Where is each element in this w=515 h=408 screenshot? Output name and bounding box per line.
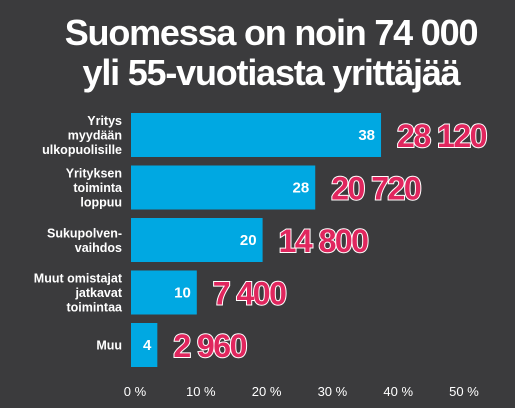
x-tick-label: 50 % [449, 384, 479, 399]
category-label: toimintaa [66, 301, 123, 315]
bar-value-label: 10 [174, 285, 191, 302]
bar-count-label: 14 800 [279, 223, 369, 259]
category-label: Sukupolven- [47, 226, 122, 240]
category-label: myydään [68, 129, 122, 143]
category-label: Muu [96, 339, 122, 353]
bar-count-label: 20 720 [331, 171, 421, 207]
category-label: ulkopuolisille [42, 143, 122, 157]
category-label: jatkavat [74, 286, 122, 300]
bar-value-label: 20 [240, 232, 257, 249]
bar [131, 218, 263, 262]
bar-count-label: 2 960 [173, 328, 246, 364]
bar [131, 165, 316, 210]
bar-count-label: 28 120 [397, 118, 487, 154]
category-label: loppuu [80, 196, 122, 210]
bar-value-label: 38 [358, 127, 375, 144]
x-tick-label: 30 % [318, 384, 348, 399]
bar [131, 323, 158, 367]
category-label: vaihdos [75, 241, 122, 255]
category-label: toiminta [73, 181, 123, 195]
bar-value-label: 4 [143, 337, 152, 354]
x-tick-label: 40 % [383, 384, 413, 399]
category-label: Yritys [87, 114, 122, 128]
bar-value-label: 28 [293, 180, 310, 197]
chart-title-line-2: yli 55-vuotiasta yrittäjää [83, 52, 462, 93]
x-tick-label: 10 % [186, 384, 216, 399]
bar [131, 270, 197, 315]
bar [131, 113, 382, 157]
category-label: Yrityksen [66, 167, 122, 181]
x-tick-label: 20 % [252, 384, 282, 399]
bar-count-label: 7 400 [213, 276, 286, 312]
x-tick-label: 0 % [124, 384, 147, 399]
category-label: Muut omistajat [34, 272, 123, 286]
x-axis: 0 % 10 % 20 % 30 % 40 % 50 % [124, 384, 479, 399]
chart-title-line-1: Suomessa on noin 74 000 [65, 12, 478, 53]
